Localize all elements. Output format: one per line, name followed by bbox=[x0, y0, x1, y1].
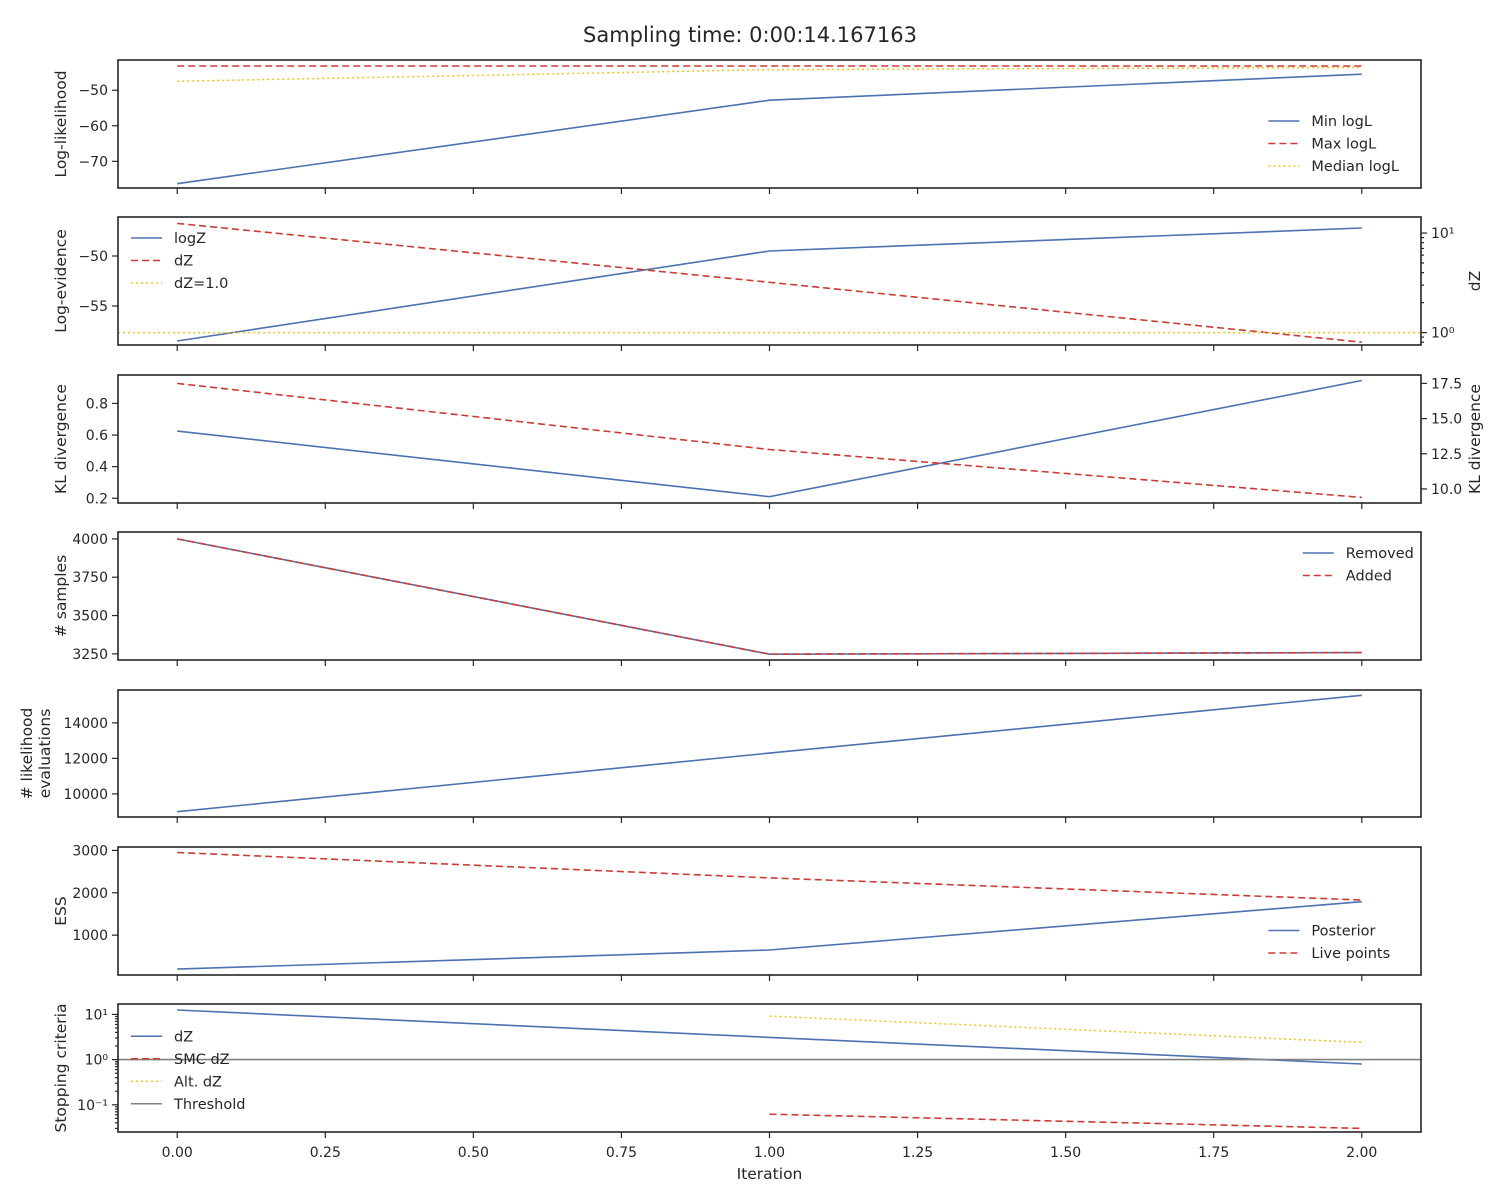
y-tick-label: 3750 bbox=[72, 570, 108, 586]
legend-label: dZ=1.0 bbox=[174, 276, 228, 292]
y2-tick-label: 10⁰ bbox=[1431, 326, 1455, 342]
series-line-3-2 bbox=[177, 382, 1362, 499]
legend-label: Alt. dZ bbox=[174, 1074, 222, 1090]
y-tick-label: 0.2 bbox=[86, 491, 108, 507]
legend-label: Removed bbox=[1346, 546, 1414, 562]
x-tick-label: 1.25 bbox=[902, 1145, 933, 1161]
legend: dZ SMC dZ Alt. dZ Threshold bbox=[131, 1029, 245, 1113]
figure-title: Sampling time: 0:00:14.167163 bbox=[583, 23, 917, 47]
y-axis-label: ESS bbox=[52, 896, 70, 925]
series-line-6-1 bbox=[177, 900, 1362, 970]
y2-axis-label: KL divergence bbox=[1466, 384, 1484, 494]
panel-7: 10⁻¹ 10⁰ 10¹ Stopping criteria dZ SMC dZ Alt. … bbox=[52, 1003, 1422, 1183]
y-tick-label: 10⁻¹ bbox=[77, 1098, 108, 1114]
y-tick-label: −50 bbox=[78, 83, 108, 99]
y-tick-label: 0.8 bbox=[86, 396, 108, 412]
legend-label: Live points bbox=[1311, 946, 1390, 962]
y-axis-label: Log-likelihood bbox=[52, 70, 70, 177]
series-line-4-1 bbox=[177, 538, 1362, 656]
legend-label: logZ bbox=[174, 231, 206, 247]
series-line-7-1 bbox=[177, 1009, 1362, 1065]
y-axis-label: # samples bbox=[52, 555, 70, 637]
series-line-7-2 bbox=[769, 1113, 1362, 1130]
y-tick-label: −55 bbox=[78, 299, 108, 315]
series-line-4-2 bbox=[177, 538, 1362, 656]
legend: Posterior Live points bbox=[1268, 924, 1390, 962]
y-tick-label: 10000 bbox=[63, 787, 108, 803]
y-axis-label-line: evaluations bbox=[36, 709, 54, 799]
y2-tick-label: 10.0 bbox=[1431, 482, 1462, 498]
legend-label: Threshold bbox=[173, 1097, 245, 1113]
y-tick-label: 4000 bbox=[72, 532, 108, 548]
plot-frame bbox=[117, 1003, 1422, 1133]
panel-2: −55 −50 10⁰ 10¹ dZ Log-evidence logZ dZ dZ=1.0 bbox=[52, 216, 1484, 351]
y-axis-label: # likelihoodevaluations bbox=[18, 708, 54, 800]
legend-label: dZ bbox=[174, 1029, 193, 1045]
series-line-2-1 bbox=[177, 227, 1362, 342]
x-tick-label: 1.50 bbox=[1050, 1145, 1081, 1161]
y2-axis-label: dZ bbox=[1466, 271, 1484, 291]
plot-frame bbox=[117, 846, 1422, 976]
y-tick-label: 10⁰ bbox=[85, 1053, 109, 1069]
y-tick-label: 10¹ bbox=[85, 1007, 108, 1023]
y-tick-label: 0.4 bbox=[86, 460, 108, 476]
legend-label: Added bbox=[1346, 569, 1392, 585]
y-axis-label-line: # likelihood bbox=[18, 708, 36, 800]
panel-6: 1000 2000 3000 ESS Posterior Live points bbox=[52, 843, 1422, 981]
panel-4: 3250 3500 3750 4000# samples Removed Added bbox=[52, 531, 1422, 666]
legend: Removed Added bbox=[1302, 546, 1414, 585]
x-axis-label: Iteration bbox=[737, 1165, 803, 1183]
y-tick-label: −60 bbox=[78, 119, 108, 135]
plot-frame bbox=[117, 531, 1422, 661]
x-tick-label: 0.50 bbox=[458, 1145, 489, 1161]
y-tick-label: 2000 bbox=[72, 886, 108, 902]
plot-frame bbox=[117, 374, 1422, 504]
legend-label: Posterior bbox=[1311, 924, 1375, 940]
y-tick-label: 0.6 bbox=[86, 428, 108, 444]
y-tick-label: 12000 bbox=[63, 751, 108, 767]
y-tick-label: −50 bbox=[78, 249, 108, 265]
x-tick-label: 0.75 bbox=[606, 1145, 637, 1161]
panel-5: 10000 12000 14000 # likelihoodevaluations bbox=[18, 689, 1422, 823]
legend-label: SMC dZ bbox=[174, 1052, 230, 1068]
y-tick-label: 3000 bbox=[72, 843, 108, 859]
x-tick-label: 0.00 bbox=[162, 1145, 193, 1161]
legend: Min logL Max logL Median logL bbox=[1268, 114, 1399, 175]
y-axis-label: KL divergence bbox=[52, 384, 70, 494]
legend-label: Max logL bbox=[1311, 137, 1376, 153]
y-axis-label: Log-evidence bbox=[52, 229, 70, 333]
panel-3: 0.20.40.60.810.012.515.017.5 KL divergenc… bbox=[52, 374, 1484, 509]
series-line-5-1 bbox=[177, 694, 1362, 813]
y2-tick-label: 17.5 bbox=[1431, 376, 1462, 392]
y-tick-label: 3500 bbox=[72, 609, 108, 625]
legend-label: Median logL bbox=[1311, 159, 1399, 175]
y2-tick-label: 10¹ bbox=[1431, 226, 1454, 242]
series-line-1-1 bbox=[177, 73, 1362, 185]
y-tick-label: 1000 bbox=[72, 928, 108, 944]
legend-label: dZ bbox=[174, 254, 193, 270]
y2-tick-label: 12.5 bbox=[1431, 447, 1462, 463]
x-tick-label: 2.00 bbox=[1346, 1145, 1377, 1161]
series-line-6-2 bbox=[177, 851, 1362, 901]
y-axis-label: Stopping criteria bbox=[52, 1004, 70, 1133]
y-tick-label: 14000 bbox=[63, 716, 108, 732]
y-tick-label: −70 bbox=[78, 154, 108, 170]
legend-label: Min logL bbox=[1311, 114, 1372, 130]
series-line-1-3 bbox=[177, 66, 1362, 83]
legend: logZ dZ dZ=1.0 bbox=[131, 231, 228, 292]
x-tick-label: 1.00 bbox=[754, 1145, 785, 1161]
y2-tick-label: 15.0 bbox=[1431, 412, 1462, 428]
series-line-7-3 bbox=[769, 1015, 1362, 1044]
y-tick-label: 3250 bbox=[72, 647, 108, 663]
x-tick-label: 1.75 bbox=[1198, 1145, 1229, 1161]
x-tick-label: 0.25 bbox=[310, 1145, 341, 1161]
series-line-3-1 bbox=[177, 379, 1362, 498]
series-line-2-2 bbox=[177, 222, 1362, 343]
